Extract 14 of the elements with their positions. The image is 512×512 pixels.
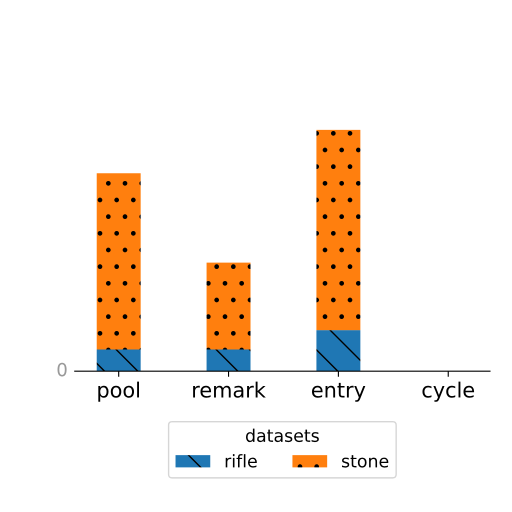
bar bbox=[316, 130, 360, 330]
bar bbox=[96, 349, 141, 372]
text: 0 bbox=[58, 362, 67, 376]
x-tick-label: cycle bbox=[422, 382, 474, 402]
bar bbox=[316, 330, 360, 372]
legend-label: rifle bbox=[226, 454, 257, 468]
legend-label: stone bbox=[342, 455, 388, 468]
bar bbox=[96, 173, 141, 350]
x-tick-label: pool bbox=[98, 382, 139, 402]
bar bbox=[206, 349, 251, 372]
bar bbox=[206, 262, 251, 350]
x-tick-label: remark bbox=[193, 382, 266, 398]
x-tick-label: entry bbox=[312, 382, 366, 402]
legend-title: datasets bbox=[246, 428, 319, 442]
